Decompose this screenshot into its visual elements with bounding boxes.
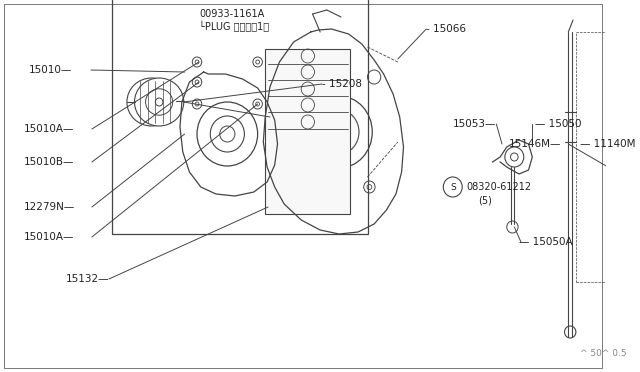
Text: 15053—: 15053— [453,119,497,129]
Text: 15010—: 15010— [28,65,72,75]
Text: — 15050A: — 15050A [519,237,573,247]
Text: — 11140M: — 11140M [580,139,635,149]
Text: - 15066: - 15066 [426,24,466,34]
Bar [265,49,351,214]
Bar [576,32,640,282]
Text: — 15050: — 15050 [535,119,582,129]
Text: 00933-1161A: 00933-1161A [199,9,264,19]
Circle shape [444,177,462,197]
Bar [112,0,367,234]
Text: 15010B—: 15010B— [24,157,74,167]
Text: 15010A—: 15010A— [24,232,74,242]
Text: ^ 50^ 0.5: ^ 50^ 0.5 [580,350,627,359]
Text: (5): (5) [478,195,492,205]
Text: - 15208: - 15208 [322,79,362,89]
Text: 15132—: 15132— [67,274,110,284]
Text: 08320-61212: 08320-61212 [466,182,531,192]
Text: └PLUG プラグ（1）: └PLUG プラグ（1） [199,22,269,33]
Text: 15146M—: 15146M— [509,139,561,149]
Text: S: S [450,183,456,192]
Text: 15010A—: 15010A— [24,124,74,134]
Ellipse shape [134,78,184,126]
Text: 12279N—: 12279N— [24,202,75,212]
